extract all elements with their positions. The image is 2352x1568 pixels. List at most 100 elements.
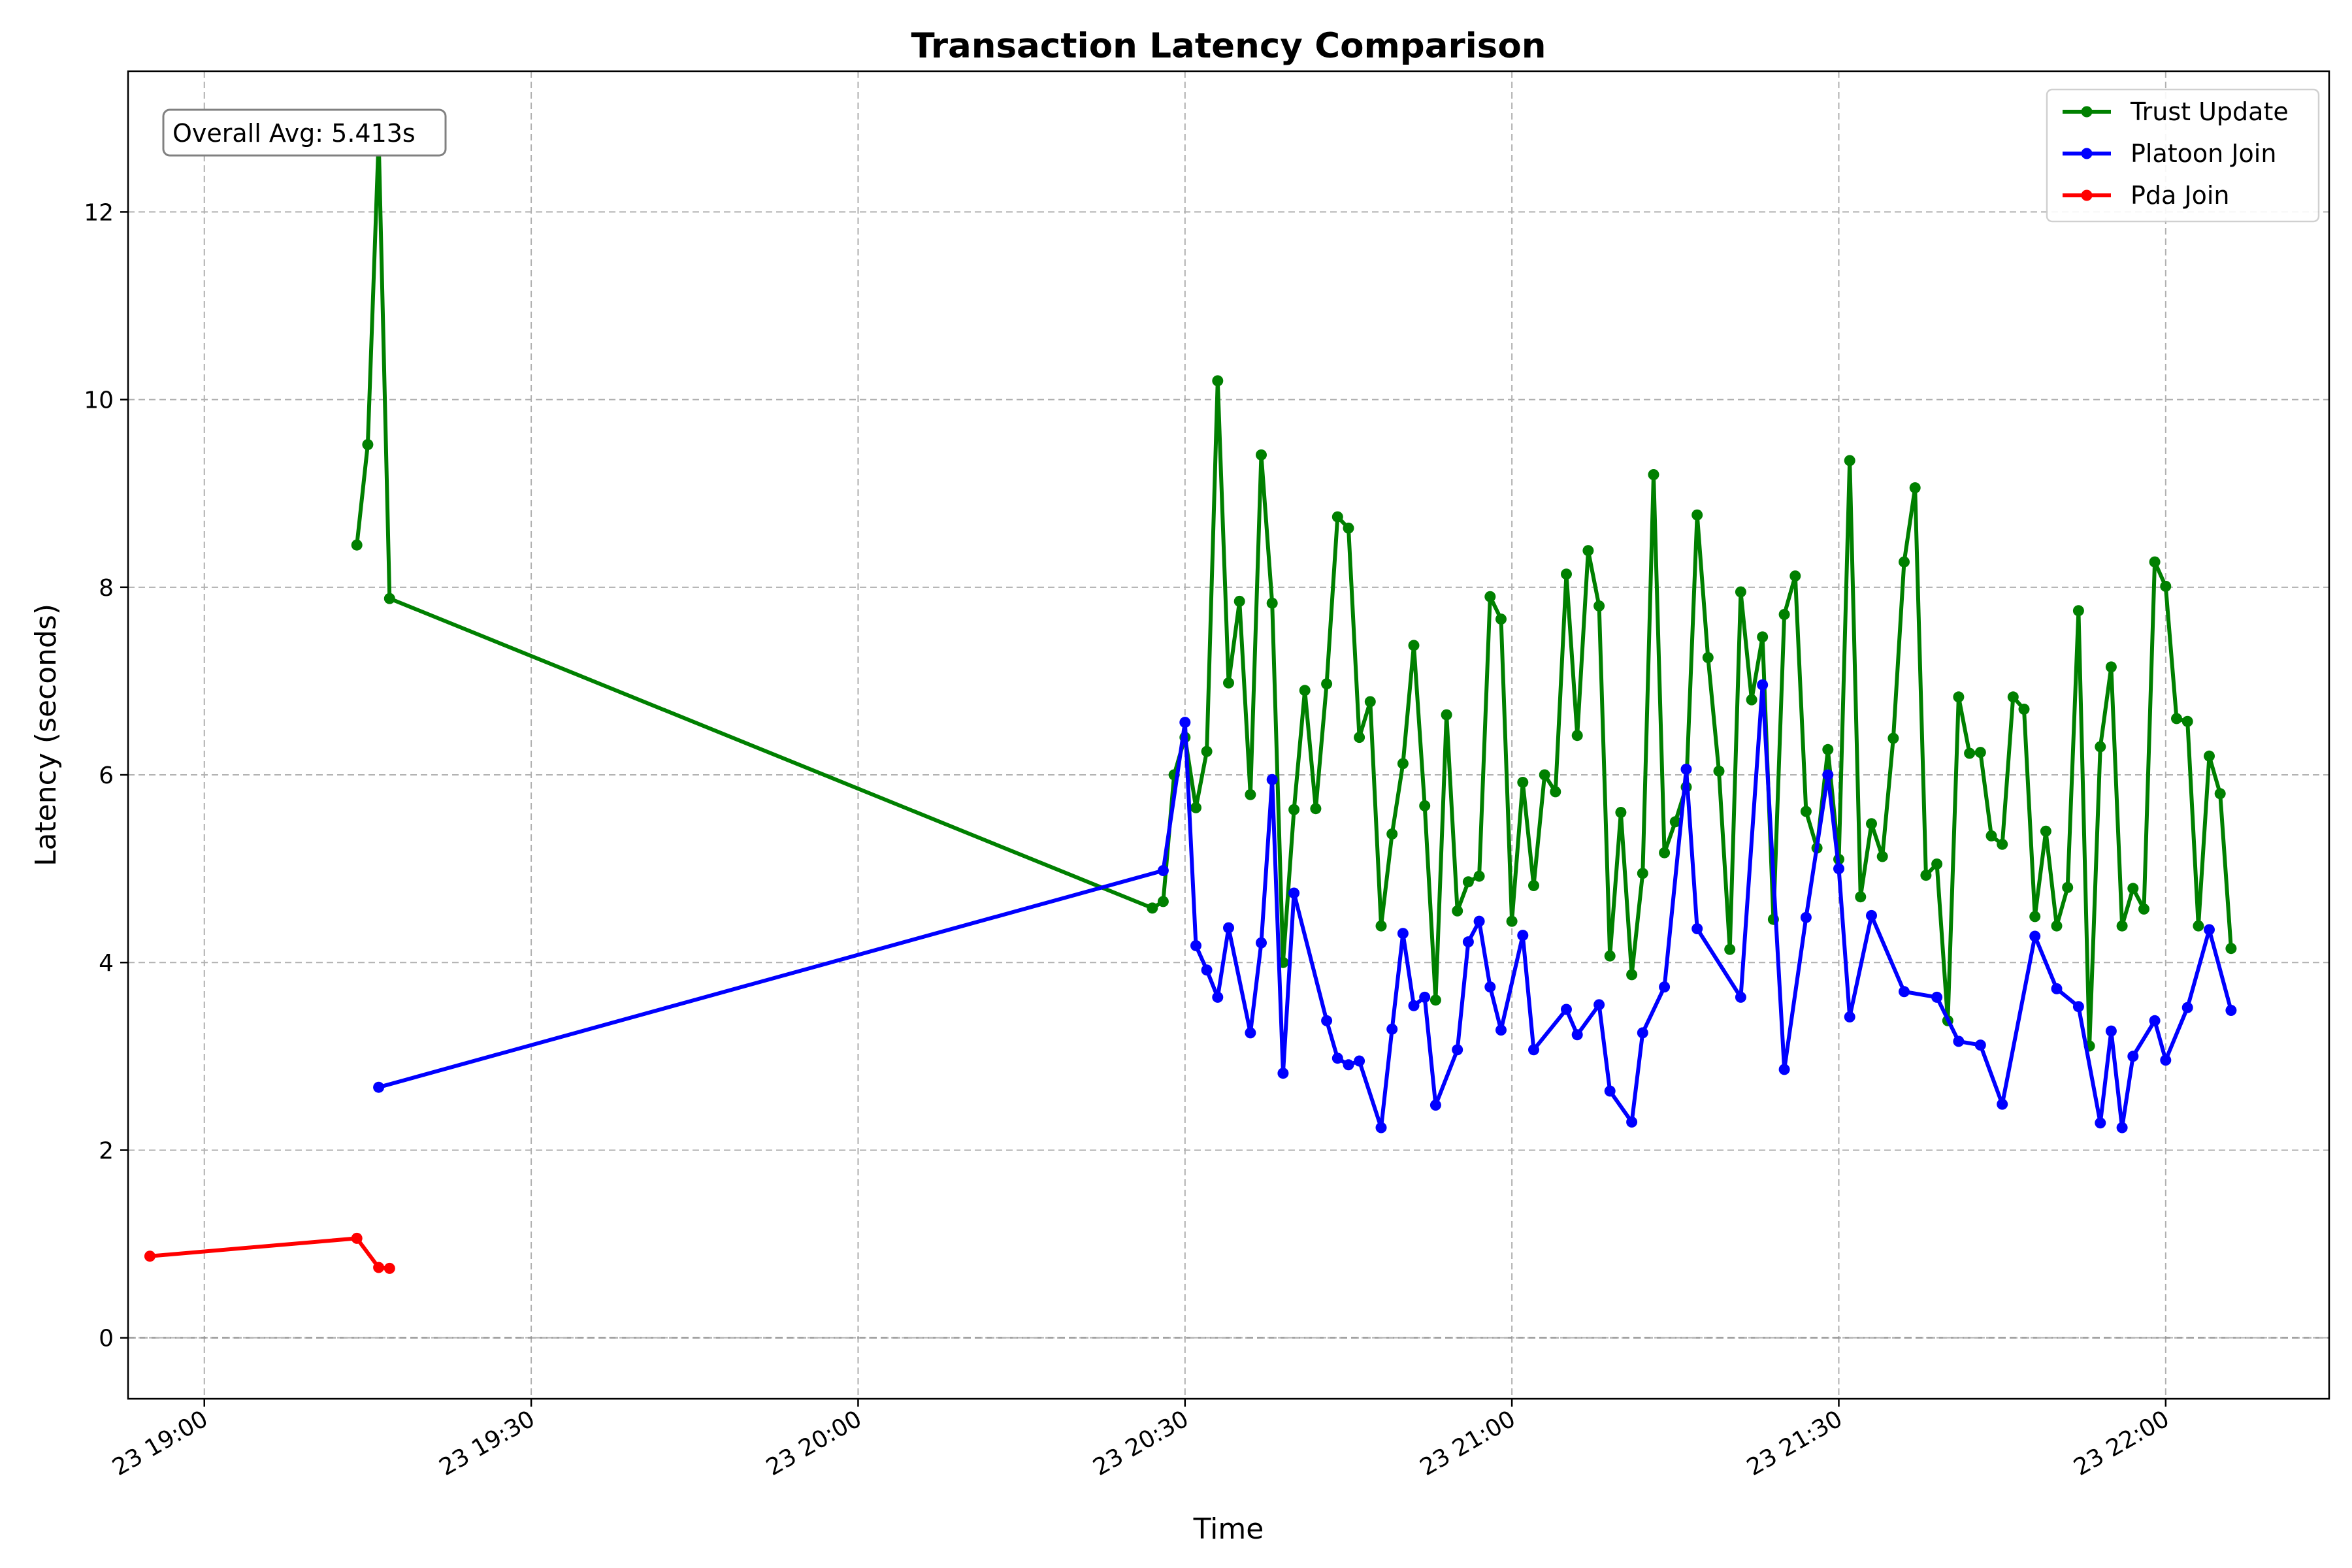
platoon-join-point (2127, 1051, 2139, 1062)
legend-label: Trust Update (2130, 97, 2289, 126)
platoon-join-point (1462, 936, 1474, 948)
platoon-join-point (1212, 991, 1224, 1003)
y-tick-label: 6 (99, 762, 114, 789)
platoon-join-point (1419, 991, 1431, 1003)
platoon-join-point (1974, 1039, 1986, 1051)
platoon-join-point (1266, 774, 1278, 785)
trust-update-point (1615, 807, 1627, 818)
trust-update-point (1778, 609, 1790, 620)
trust-update-point (1920, 870, 1932, 881)
platoon-join-point (2181, 1002, 2193, 1013)
trust-update-point (1757, 631, 1769, 643)
trust-update-point (1844, 455, 1855, 466)
trust-update-point (2160, 580, 2172, 592)
platoon-join-point (1375, 1122, 1387, 1134)
trust-update-point (1855, 891, 1867, 903)
trust-update-point (1887, 732, 1899, 744)
trust-update-point (2072, 605, 2084, 617)
platoon-join-point (2149, 1015, 2161, 1026)
platoon-join-point (1899, 986, 1910, 998)
trust-update-point (1648, 469, 1659, 480)
platoon-join-point (2116, 1122, 2128, 1134)
platoon-join-point (2204, 924, 2215, 936)
platoon-join-point (1495, 1024, 1507, 1036)
trust-update-point (1691, 509, 1703, 521)
x-axis-label: Time (1193, 1512, 1264, 1546)
platoon-join-point (1484, 981, 1496, 993)
trust-update-point (1462, 876, 1474, 888)
trust-update-point (1484, 591, 1496, 602)
platoon-join-point (1844, 1011, 1855, 1022)
platoon-join-point (1517, 930, 1529, 941)
trust-update-point (2018, 704, 2030, 715)
platoon-join-point (1473, 915, 1485, 927)
platoon-join-point (1452, 1044, 1463, 1056)
platoon-join-point (1179, 717, 1191, 728)
trust-update-point (1539, 769, 1550, 781)
legend-item-platoon-join: Platoon Join (2063, 139, 2276, 168)
platoon-join-point (1157, 865, 1169, 876)
trust-update-point (1899, 556, 1910, 568)
platoon-join-point (1757, 679, 1769, 691)
platoon-join-point (1245, 1027, 1256, 1039)
legend-item-pda-join: Pda Join (2063, 181, 2230, 210)
platoon-join-point (1778, 1064, 1790, 1075)
y-tick-label: 4 (99, 950, 114, 977)
y-tick-label: 0 (99, 1326, 114, 1352)
trust-update-point (1331, 511, 1343, 523)
platoon-join-point (2072, 1001, 2084, 1013)
trust-update-point (1223, 677, 1234, 689)
platoon-join-point (1626, 1116, 1638, 1128)
trust-update-point (1157, 896, 1169, 907)
platoon-join-point (1277, 1068, 1289, 1079)
platoon-join-point (2160, 1054, 2172, 1066)
platoon-join-point (1931, 991, 1943, 1003)
platoon-join-point (1354, 1055, 1365, 1067)
trust-update-point (1953, 691, 1965, 703)
platoon-join-point (1408, 1000, 1420, 1011)
trust-update-point (1800, 806, 1812, 817)
platoon-join-point (2051, 983, 2063, 994)
trust-update-point (2116, 920, 2128, 932)
trust-update-point (2138, 903, 2149, 915)
trust-update-point (1876, 851, 1888, 862)
platoon-join-point (1429, 1100, 1441, 1111)
trust-update-point (1724, 943, 1736, 955)
trust-update-point (1746, 694, 1757, 706)
platoon-join-point (1386, 1023, 1398, 1035)
chart-title: Transaction Latency Comparison (911, 26, 1546, 66)
pda-join-point (373, 1262, 385, 1273)
average-annotation: Overall Avg: 5.413s (162, 108, 447, 157)
platoon-join-point (1528, 1044, 1539, 1056)
annotation-text: Overall Avg: 5.413s (172, 119, 416, 148)
trust-update-point (1974, 747, 1986, 759)
trust-update-point (1408, 640, 1420, 651)
platoon-join-point (1637, 1027, 1648, 1039)
platoon-join-point (1800, 911, 1812, 923)
trust-update-point (1343, 522, 1354, 534)
trust-update-point (1659, 847, 1671, 858)
trust-update-point (1190, 802, 1201, 813)
trust-update-point (1256, 449, 1267, 461)
trust-update-point (1233, 595, 1245, 607)
trust-update-point (1571, 730, 1583, 742)
trust-update-point (2040, 825, 2051, 837)
trust-update-point (1212, 375, 1224, 387)
trust-update-point (1473, 870, 1485, 882)
trust-update-point (2214, 788, 2226, 800)
annotation-box (162, 108, 447, 157)
trust-update-point (1550, 786, 1561, 798)
platoon-join-point (2105, 1025, 2117, 1037)
trust-update-point (1452, 905, 1463, 917)
plot-frame (127, 70, 2330, 1400)
platoon-join-point (1822, 769, 1834, 781)
trust-update-point (1354, 732, 1365, 743)
trust-update-point (1702, 652, 1714, 663)
trust-update-point (1397, 758, 1409, 770)
trust-update-point (1593, 600, 1605, 612)
series-lines (144, 133, 2237, 1274)
platoon-join-point (1190, 939, 1201, 951)
trust-update-point (1637, 868, 1648, 879)
platoon-join-point (1321, 1015, 1333, 1026)
